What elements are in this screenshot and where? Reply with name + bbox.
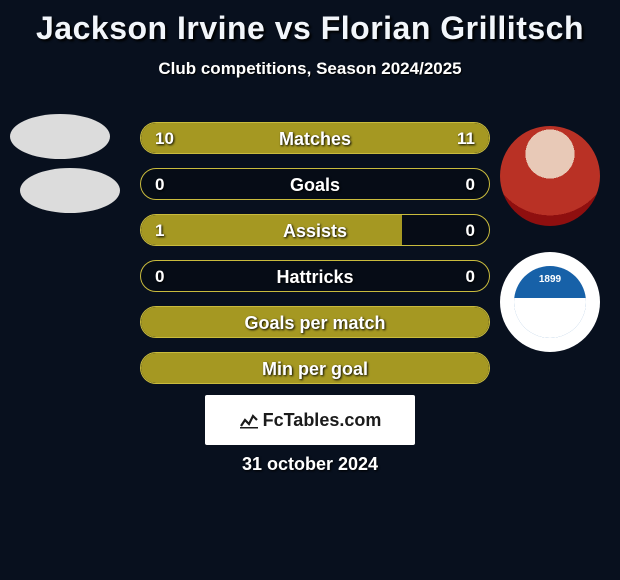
- brand-text: FcTables.com: [263, 410, 382, 431]
- stat-value-right: 11: [457, 123, 475, 154]
- player-left-avatar: [10, 114, 110, 159]
- stats-bars: Matches1011Goals00Assists10Hattricks00Go…: [140, 122, 490, 398]
- vs-text: vs: [265, 10, 320, 46]
- stat-value-left: 0: [155, 261, 164, 292]
- stat-row-hattricks: Hattricks0 0: [140, 260, 490, 292]
- stat-value-right: 0: [466, 261, 475, 292]
- player-right-avatar: [500, 126, 600, 226]
- stat-value-right: 0: [466, 169, 475, 200]
- stat-value-left: 10: [155, 123, 174, 154]
- page-title: Jackson Irvine vs Florian Grillitsch: [0, 0, 620, 47]
- player-right-club-avatar: [500, 252, 600, 352]
- stat-label: Goals: [141, 169, 489, 200]
- stat-label: Matches: [141, 123, 489, 154]
- stat-row-goals-per-match: Goals per match: [140, 306, 490, 338]
- stat-value-left: 0: [155, 169, 164, 200]
- stat-row-matches: Matches10 11: [140, 122, 490, 154]
- stat-row-goals: Goals0 0: [140, 168, 490, 200]
- stat-row-assists: Assists1 0: [140, 214, 490, 246]
- player-right-name: Florian Grillitsch: [321, 10, 584, 46]
- stat-value-left: 1: [155, 215, 164, 246]
- stat-label: Goals per match: [141, 307, 489, 338]
- subtitle: Club competitions, Season 2024/2025: [0, 59, 620, 79]
- stat-label: Min per goal: [141, 353, 489, 384]
- stat-label: Hattricks: [141, 261, 489, 292]
- footer-date: 31 october 2024: [0, 454, 620, 475]
- stat-label: Assists: [141, 215, 489, 246]
- brand-badge: FcTables.com: [205, 395, 415, 445]
- player-left-name: Jackson Irvine: [36, 10, 265, 46]
- club-badge-icon: [514, 266, 586, 338]
- brand-icon: [239, 410, 259, 430]
- stat-value-right: 0: [466, 215, 475, 246]
- player-left-club-avatar: [20, 168, 120, 213]
- stat-row-min-per-goal: Min per goal: [140, 352, 490, 384]
